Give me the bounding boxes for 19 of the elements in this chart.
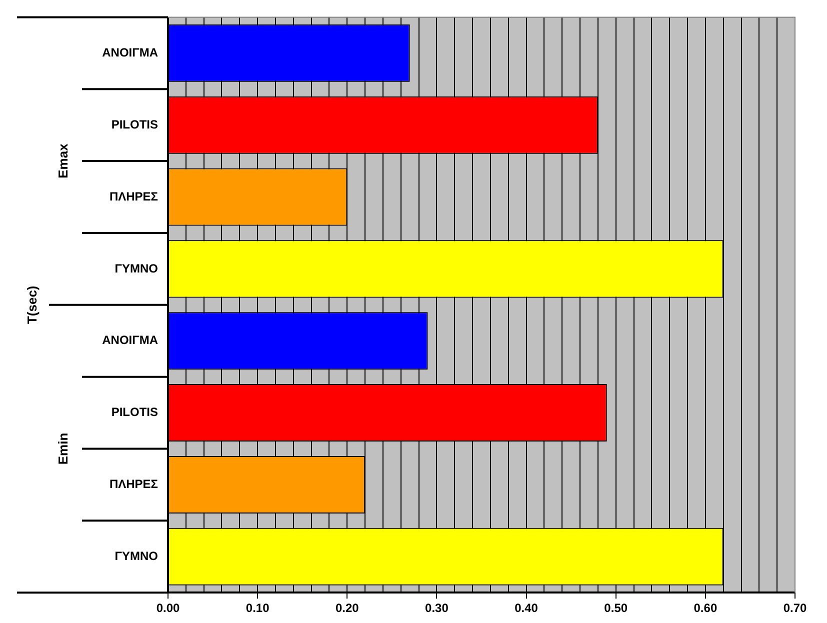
- x-tick-label: 0.10: [246, 601, 270, 616]
- text: Emax: [56, 142, 71, 178]
- y-axis-title: T(sec): [24, 286, 40, 324]
- x-tick-label: 0.60: [694, 601, 718, 616]
- y-tick-label: ΓΥΜΝΟ: [114, 261, 158, 276]
- text: Emin: [56, 432, 71, 465]
- x-tick-label: 0.20: [335, 601, 360, 616]
- x-tick-label: 0.70: [783, 601, 807, 616]
- x-tick-label: 0.00: [156, 601, 180, 616]
- y-tick-label: ΠΛΗΡΕΣ: [109, 189, 158, 204]
- y-tick-label: ΓΥΜΝΟ: [114, 548, 158, 563]
- y-tick-label: PILOTIS: [111, 405, 158, 420]
- y-tick-label: ΑΝΟΙΓΜΑ: [102, 45, 158, 60]
- y-tick-label: ΠΛΗΡΕΣ: [109, 477, 158, 492]
- x-tick-label: 0.30: [425, 601, 449, 616]
- x-tick-label: 0.50: [604, 601, 628, 616]
- y-tick-label: ΑΝΟΙΓΜΑ: [102, 333, 158, 348]
- y-tick-label: PILOTIS: [111, 117, 158, 132]
- x-tick-label: 0.40: [514, 601, 538, 616]
